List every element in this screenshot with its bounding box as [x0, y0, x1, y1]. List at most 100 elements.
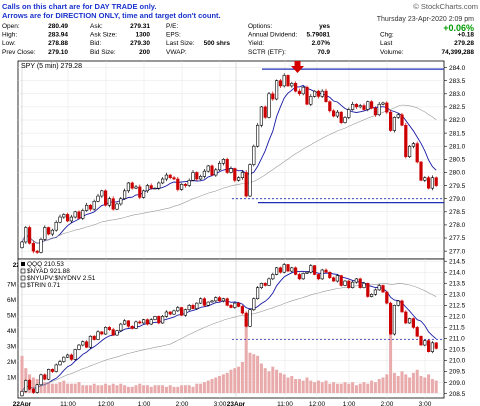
- candle-body: [430, 177, 435, 189]
- candle-body: [145, 319, 150, 325]
- spy-y-axis: 277.0 277.5 278.0 278.5 279.0 279.5 280.0 280.5…: [444, 65, 466, 255]
- candle-body: [111, 329, 115, 336]
- volume-bar: [183, 385, 187, 393]
- candle-body: [396, 300, 400, 306]
- qqq-y-axis: 208.5 209.0 209.5 210.0 210.5 211.0 211.5 212.0…: [444, 258, 466, 398]
- y-tick-label: 283.5: [449, 78, 466, 85]
- y-tick-label: 209.5: [449, 369, 466, 376]
- candle-body: [404, 124, 408, 158]
- candle-body: [191, 305, 195, 309]
- candle-body: [107, 327, 111, 330]
- candle-body: [130, 182, 134, 189]
- volume-bar: [172, 386, 176, 393]
- summary-value: 279.28: [454, 40, 474, 47]
- chart-header: Calls on this chart are for DAY TRADE on…: [2, 2, 478, 56]
- candle-body: [73, 349, 77, 360]
- volume-bar: [142, 385, 146, 393]
- candle-body: [183, 183, 188, 186]
- candle-body: [62, 356, 66, 362]
- candle-body: [206, 165, 210, 172]
- candle-body: [123, 320, 127, 325]
- candle-body: [195, 172, 199, 180]
- volume-bar: [259, 363, 263, 393]
- candle-body: [407, 145, 412, 158]
- candle-body: [81, 210, 85, 219]
- volume-bar: [237, 366, 241, 393]
- candle-body: [164, 311, 169, 317]
- candle-body: [31, 388, 35, 393]
- summary-label: Last: [380, 40, 392, 47]
- candle-body: [130, 325, 134, 329]
- volume-bar: [206, 380, 210, 393]
- volume-bar: [248, 352, 252, 393]
- candle-body: [354, 103, 359, 108]
- candle-body: [153, 316, 157, 320]
- candle-body: [172, 177, 176, 180]
- y-tick-label: 282.5: [449, 104, 466, 111]
- candle-body: [369, 294, 374, 297]
- y-tick-label: 212.0: [449, 314, 466, 321]
- candle-body: [58, 361, 62, 366]
- candle-body: [119, 198, 123, 205]
- qqq-panel: 208.5 209.0 209.5 210.0 210.5 211.0 211.5 212.0…: [7, 258, 466, 406]
- volume-bar: [381, 377, 385, 393]
- candle-body: [293, 82, 298, 92]
- candle-body: [66, 214, 70, 222]
- quote-label: Yield:: [248, 40, 264, 47]
- candle-body: [43, 374, 47, 380]
- candle-body: [267, 278, 271, 286]
- volume-bar: [107, 385, 111, 393]
- candle-body: [104, 327, 108, 335]
- candle-body: [320, 90, 324, 97]
- candle-body: [267, 93, 271, 118]
- y-tick-label: 284.0: [449, 65, 466, 72]
- volume-bar: [218, 375, 222, 393]
- candle-body: [423, 177, 427, 181]
- volume-bar: [309, 380, 313, 393]
- candle-body: [54, 364, 58, 372]
- volume-bar: [423, 377, 427, 393]
- volume-bar: [392, 372, 396, 393]
- moving-average-line: [21, 104, 437, 244]
- y-tick-label: 282.0: [449, 117, 466, 124]
- candle-body: [218, 297, 222, 302]
- candle-body: [411, 143, 416, 147]
- quote-value: 2.07%: [312, 40, 331, 47]
- candle-body: [274, 80, 279, 100]
- candle-body: [39, 239, 43, 253]
- quote-value: 500 shrs: [204, 40, 231, 47]
- candle-body: [214, 169, 218, 176]
- volume-tick-label: 1M: [7, 375, 16, 382]
- legend-swatch: [21, 262, 25, 266]
- volume-bar: [313, 382, 317, 393]
- y-tick-label: 279.5: [449, 183, 466, 190]
- trade-note-line-2: Arrows are for DIRECTION ONLY, time and …: [2, 11, 221, 20]
- volume-bar: [149, 386, 153, 393]
- candle-body: [35, 250, 39, 253]
- candle-body: [229, 305, 233, 308]
- volume-bar: [43, 382, 47, 393]
- candle-body: [142, 190, 146, 198]
- y-tick-label: 279.0: [449, 196, 466, 203]
- x-tick-label: 12:00: [309, 401, 326, 406]
- x-tick-label: 1:00: [138, 401, 151, 406]
- candle-body: [96, 331, 100, 340]
- down-arrow-icon: [291, 61, 304, 73]
- candle-body: [255, 287, 260, 300]
- volume-bar: [332, 382, 336, 393]
- candle-body: [343, 280, 347, 286]
- volume-bar: [434, 380, 438, 393]
- volume-bar: [123, 385, 127, 393]
- volume-bar: [252, 354, 256, 393]
- candle-body: [385, 291, 389, 304]
- candle-body: [88, 204, 92, 210]
- candle-body: [27, 227, 32, 244]
- volume-bar: [256, 355, 260, 393]
- summary-value: +0.18: [458, 32, 475, 39]
- candle-body: [297, 90, 302, 95]
- candle-body: [377, 103, 381, 116]
- volume-bar: [278, 372, 282, 393]
- candle-body: [50, 369, 54, 372]
- candle-body: [195, 302, 199, 309]
- candle-body: [350, 281, 355, 288]
